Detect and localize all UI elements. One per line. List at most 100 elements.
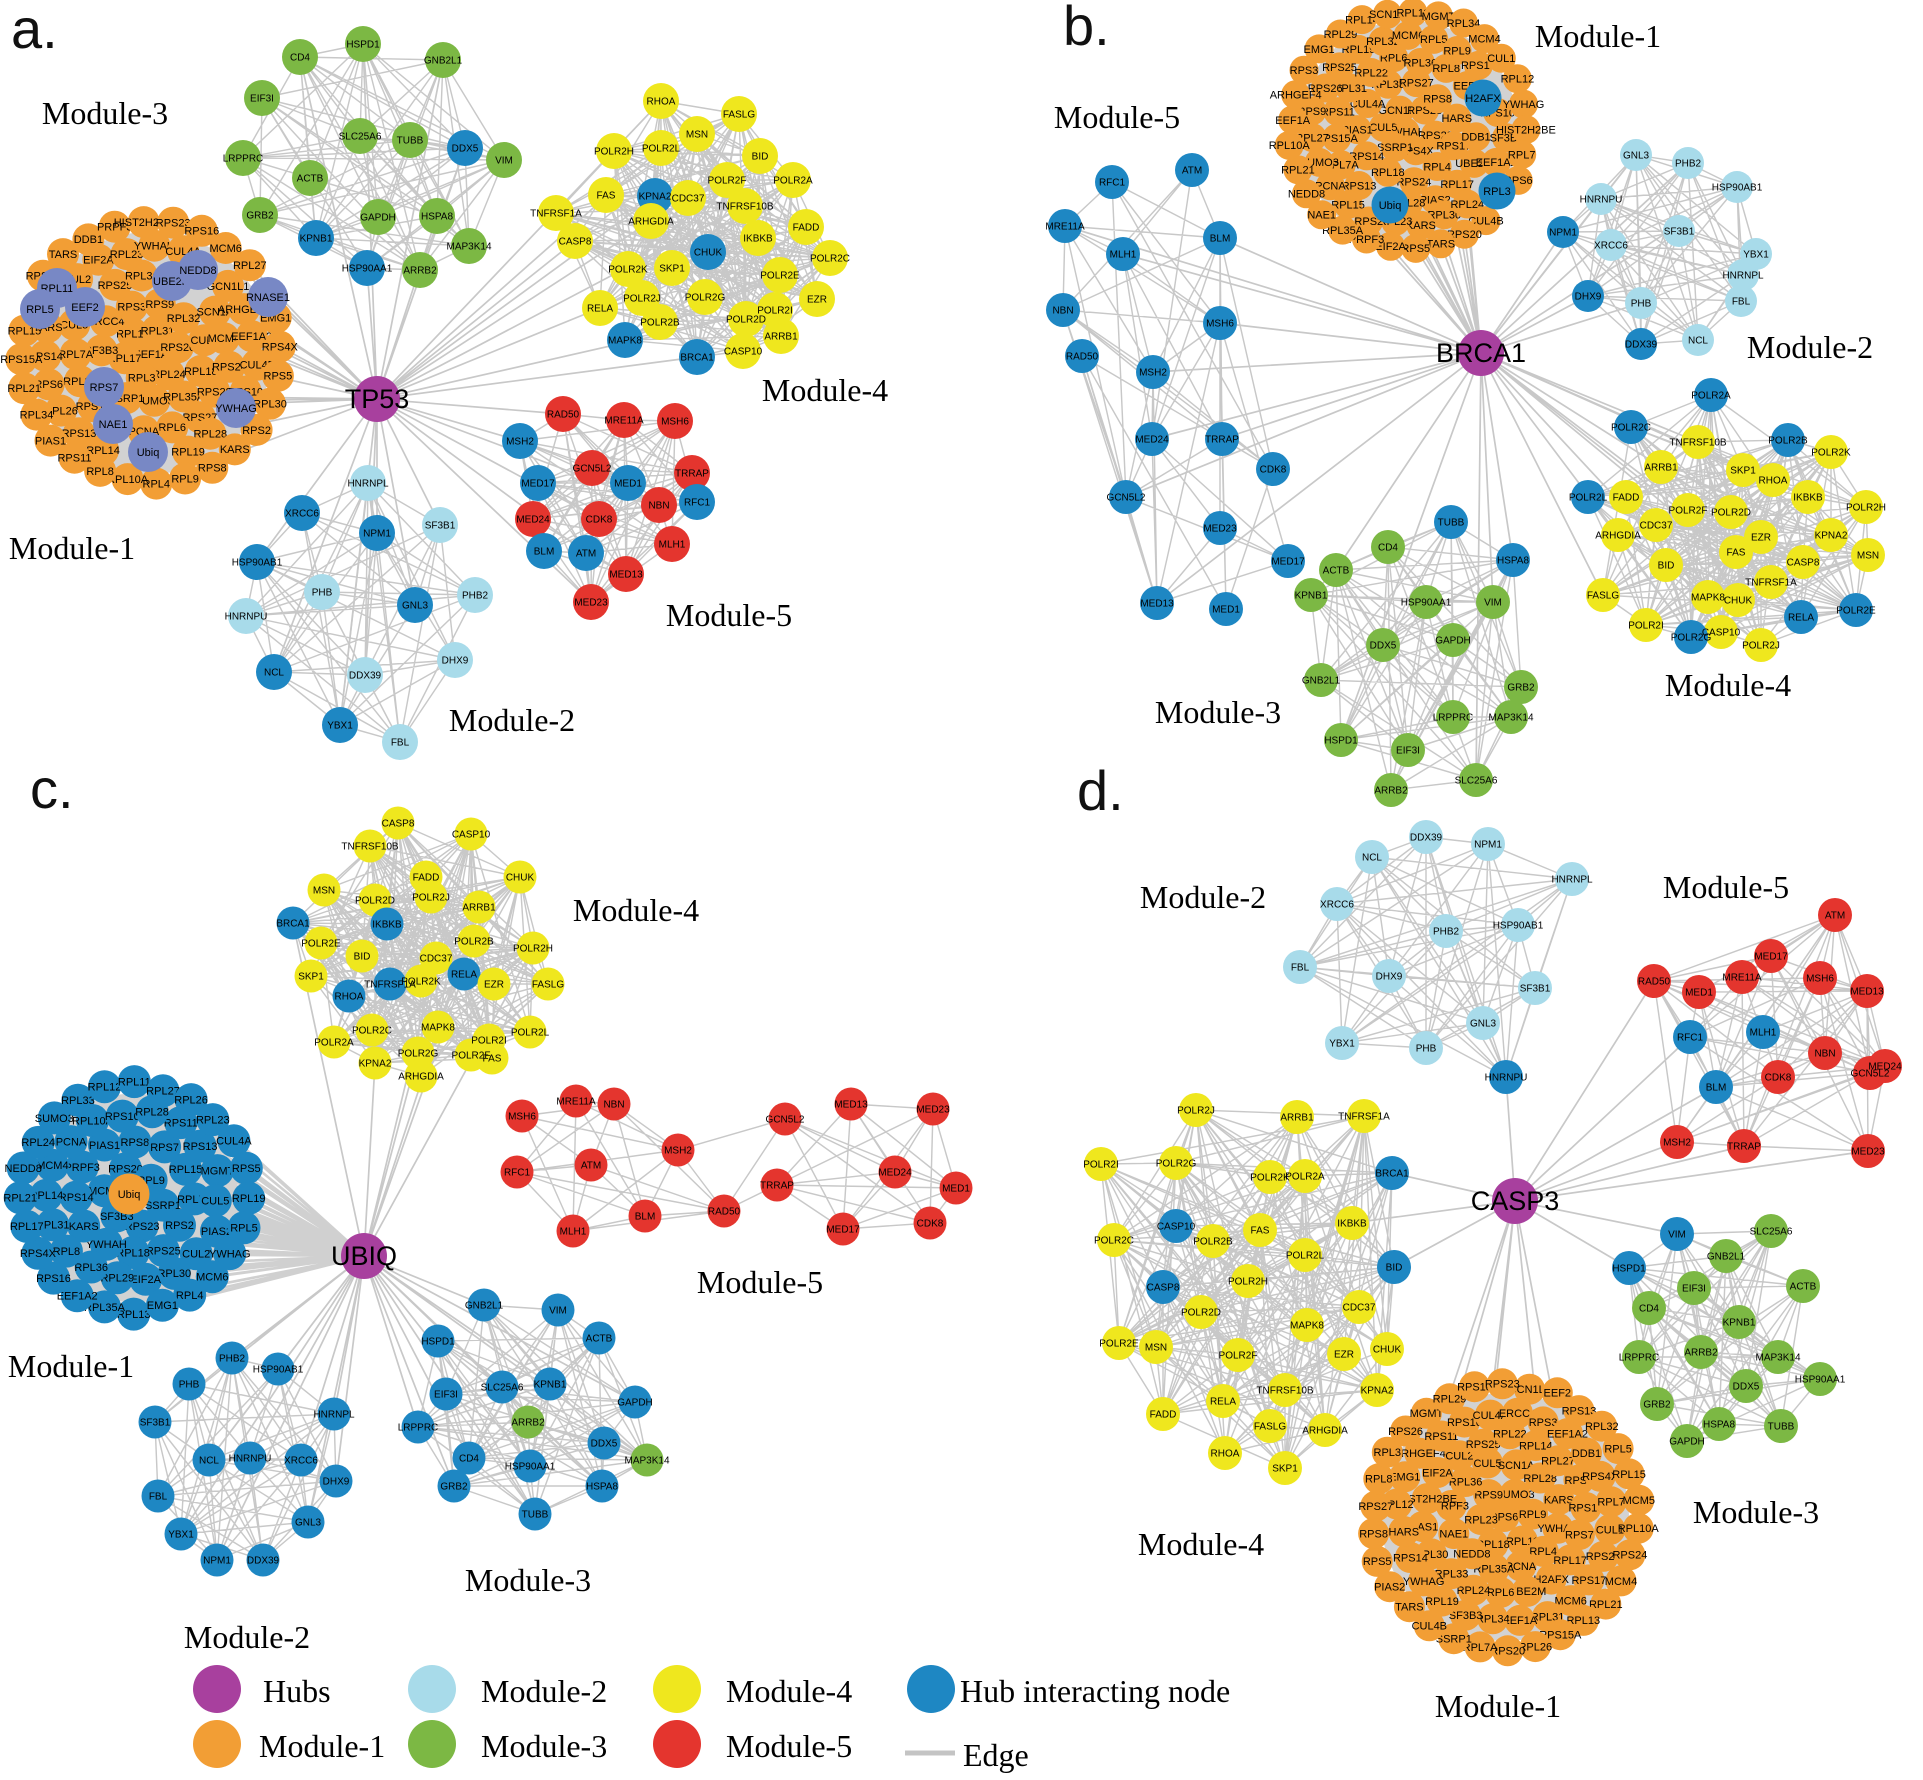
svg-text:MRE11A: MRE11A [1722, 973, 1762, 984]
svg-text:CUL1: CUL1 [1596, 1524, 1624, 1536]
svg-text:c.: c. [30, 757, 74, 820]
svg-text:MED24: MED24 [878, 1168, 912, 1179]
svg-text:RPS13: RPS13 [62, 428, 97, 440]
svg-text:RPS17: RPS17 [1436, 141, 1471, 153]
svg-text:SF3B1: SF3B1 [1520, 984, 1551, 995]
svg-text:MED17: MED17 [1271, 557, 1305, 568]
svg-text:RPL29: RPL29 [1433, 1394, 1467, 1406]
svg-text:CUL5: CUL5 [1473, 1458, 1501, 1470]
svg-text:BID: BID [1386, 1263, 1403, 1274]
svg-text:RPS5: RPS5 [1363, 1556, 1392, 1568]
svg-text:TNFRSF1A: TNFRSF1A [364, 980, 416, 991]
svg-text:RPL15: RPL15 [1331, 199, 1365, 211]
svg-text:POLR2C: POLR2C [1611, 423, 1651, 434]
svg-text:RPL31: RPL31 [141, 325, 175, 337]
svg-text:MSH6: MSH6 [661, 417, 689, 428]
svg-text:KPNB1: KPNB1 [1723, 1318, 1756, 1329]
svg-text:EEF1A2: EEF1A2 [1547, 1428, 1588, 1440]
svg-text:EZR: EZR [484, 980, 504, 991]
svg-text:TRRAP: TRRAP [1727, 1142, 1761, 1153]
svg-text:MED13: MED13 [834, 1100, 868, 1111]
svg-text:PIAS2: PIAS2 [201, 1226, 232, 1238]
svg-text:PHB: PHB [1631, 299, 1652, 310]
svg-text:DHX9: DHX9 [1575, 292, 1602, 303]
svg-text:RPL19: RPL19 [171, 447, 205, 459]
svg-text:TNFRSF1A: TNFRSF1A [530, 209, 582, 220]
svg-text:HSPA8: HSPA8 [1497, 556, 1529, 567]
svg-text:MED13: MED13 [1140, 599, 1174, 610]
svg-text:SCN1A: SCN1A [1498, 1460, 1535, 1472]
svg-text:EIF3I: EIF3I [1396, 746, 1420, 757]
svg-text:ACTB: ACTB [1323, 566, 1350, 577]
svg-text:CASP3: CASP3 [1471, 1186, 1560, 1216]
svg-text:POLR2L: POLR2L [1569, 493, 1608, 504]
svg-text:NCL: NCL [199, 1456, 219, 1467]
svg-text:RFC1: RFC1 [684, 498, 711, 509]
svg-text:CASP8: CASP8 [559, 237, 592, 248]
svg-text:NCL: NCL [264, 668, 284, 679]
svg-text:RPL36: RPL36 [1449, 1476, 1483, 1488]
svg-text:ACTB: ACTB [1790, 1282, 1817, 1293]
svg-text:MED17: MED17 [826, 1225, 860, 1236]
svg-text:RPL29: RPL29 [100, 1273, 134, 1285]
svg-text:FADD: FADD [1150, 1410, 1177, 1421]
svg-text:CASP10: CASP10 [452, 830, 491, 841]
svg-text:TNFRSF10B: TNFRSF10B [1256, 1386, 1314, 1397]
svg-text:SLC25A6: SLC25A6 [1455, 776, 1498, 787]
svg-text:SKP1: SKP1 [1272, 1464, 1298, 1475]
svg-text:RPL14: RPL14 [1345, 15, 1379, 27]
svg-text:RPL34: RPL34 [20, 410, 54, 422]
svg-text:IKBKB: IKBKB [1793, 493, 1823, 504]
svg-text:Module-4: Module-4 [762, 372, 888, 408]
svg-text:RPL11: RPL11 [118, 1076, 151, 1088]
svg-text:RPS2: RPS2 [165, 1220, 194, 1232]
svg-text:ARRB1: ARRB1 [462, 903, 496, 914]
svg-text:MAPK8: MAPK8 [608, 336, 642, 347]
svg-text:a.: a. [11, 0, 58, 60]
svg-text:MCM6: MCM6 [196, 1272, 228, 1284]
svg-text:RPL17: RPL17 [1553, 1555, 1587, 1567]
svg-text:EIF3I: EIF3I [1682, 1284, 1706, 1295]
svg-text:IKBKB: IKBKB [743, 234, 773, 245]
svg-text:RPL7: RPL7 [1597, 1497, 1625, 1509]
svg-text:MCM6: MCM6 [1555, 1595, 1587, 1607]
svg-text:SF3B1: SF3B1 [1664, 227, 1695, 238]
svg-text:RPL24: RPL24 [1457, 1585, 1491, 1597]
svg-text:GCN5L2: GCN5L2 [1851, 1069, 1890, 1080]
svg-text:Module-4: Module-4 [1665, 667, 1791, 703]
svg-text:TP53: TP53 [345, 384, 410, 414]
svg-text:MAP3K14: MAP3K14 [1755, 1353, 1800, 1364]
svg-text:RAD50: RAD50 [1638, 977, 1671, 988]
svg-text:MED24: MED24 [1135, 435, 1169, 446]
svg-text:DHX9: DHX9 [442, 656, 469, 667]
svg-text:RPS15A: RPS15A [1539, 1630, 1582, 1642]
svg-text:RPL10A: RPL10A [107, 474, 149, 486]
svg-text:RPL10A: RPL10A [72, 1115, 114, 1127]
svg-text:RPL36: RPL36 [125, 270, 159, 282]
svg-text:PRPF3: PRPF3 [97, 222, 132, 234]
svg-text:RPS2: RPS2 [242, 425, 271, 437]
svg-text:RPL30: RPL30 [157, 1268, 191, 1280]
svg-text:RPS25: RPS25 [98, 280, 133, 292]
svg-text:CD4: CD4 [1639, 1304, 1659, 1315]
svg-text:Ubiq: Ubiq [1379, 200, 1402, 212]
svg-text:RAD50: RAD50 [547, 410, 580, 421]
svg-text:Module-5: Module-5 [1054, 99, 1180, 135]
svg-text:MAP3K14: MAP3K14 [624, 1456, 669, 1467]
svg-text:CDC37: CDC37 [1343, 1303, 1376, 1314]
svg-text:UBE2M: UBE2M [1508, 1586, 1546, 1598]
svg-text:RPL21: RPL21 [7, 383, 41, 395]
svg-text:NEDD8: NEDD8 [179, 265, 216, 277]
svg-text:MSN: MSN [686, 130, 708, 141]
svg-text:MLH1: MLH1 [1110, 250, 1137, 261]
svg-text:ARRB2: ARRB2 [403, 266, 437, 277]
svg-text:RPS4X: RPS4X [262, 342, 299, 354]
svg-text:NBN: NBN [648, 501, 669, 512]
svg-text:PIAS1: PIAS1 [89, 1140, 120, 1152]
svg-text:MED17: MED17 [521, 479, 555, 490]
svg-text:SF3B3: SF3B3 [85, 345, 119, 357]
svg-text:CD4: CD4 [290, 53, 310, 64]
svg-text:GNB2L1: GNB2L1 [1302, 676, 1341, 687]
svg-text:MED1: MED1 [942, 1184, 970, 1195]
svg-text:GCN5L2: GCN5L2 [766, 1115, 805, 1126]
